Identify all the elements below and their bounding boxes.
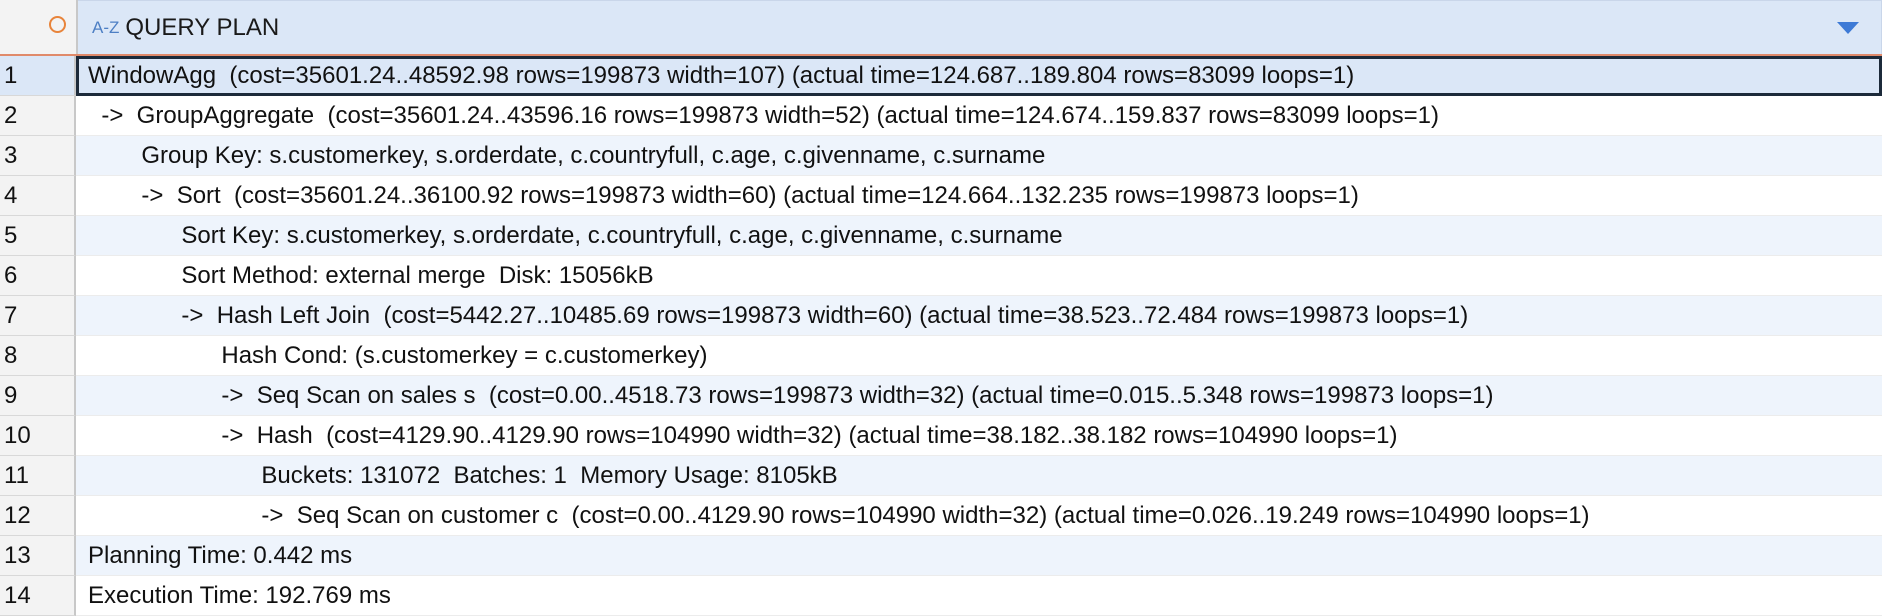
row-number[interactable]: 11	[0, 456, 76, 496]
row-number[interactable]: 6	[0, 256, 76, 296]
row-number[interactable]: 1	[0, 56, 76, 96]
table-cell[interactable]: -> GroupAggregate (cost=35601.24..43596.…	[76, 96, 1882, 136]
table-cell[interactable]: Group Key: s.customerkey, s.orderdate, c…	[76, 136, 1882, 176]
row-number[interactable]: 13	[0, 536, 76, 576]
table-row[interactable]: 9 -> Seq Scan on sales s (cost=0.00..451…	[0, 376, 1882, 416]
table-row[interactable]: 7 -> Hash Left Join (cost=5442.27..10485…	[0, 296, 1882, 336]
table-cell[interactable]: Sort Method: external merge Disk: 15056k…	[76, 256, 1882, 296]
row-number[interactable]: 14	[0, 576, 76, 616]
row-number[interactable]: 3	[0, 136, 76, 176]
table-cell[interactable]: Sort Key: s.customerkey, s.orderdate, c.…	[76, 216, 1882, 256]
table-cell[interactable]: Hash Cond: (s.customerkey = c.customerke…	[76, 336, 1882, 376]
grid-header: A-Z QUERY PLAN	[0, 0, 1882, 56]
row-number[interactable]: 8	[0, 336, 76, 376]
row-number[interactable]: 5	[0, 216, 76, 256]
table-cell[interactable]: Execution Time: 192.769 ms	[76, 576, 1882, 616]
row-number[interactable]: 2	[0, 96, 76, 136]
column-header-query-plan[interactable]: A-Z QUERY PLAN	[78, 0, 1882, 54]
table-row[interactable]: 10 -> Hash (cost=4129.90..4129.90 rows=1…	[0, 416, 1882, 456]
table-cell[interactable]: Buckets: 131072 Batches: 1 Memory Usage:…	[76, 456, 1882, 496]
row-number[interactable]: 9	[0, 376, 76, 416]
table-cell[interactable]: -> Hash Left Join (cost=5442.27..10485.6…	[76, 296, 1882, 336]
table-cell[interactable]: -> Seq Scan on sales s (cost=0.00..4518.…	[76, 376, 1882, 416]
circle-icon[interactable]	[49, 16, 66, 33]
row-number[interactable]: 4	[0, 176, 76, 216]
table-cell[interactable]: -> Hash (cost=4129.90..4129.90 rows=1049…	[76, 416, 1882, 456]
row-number[interactable]: 7	[0, 296, 76, 336]
sort-az-icon: A-Z	[92, 17, 120, 37]
table-row[interactable]: 6 Sort Method: external merge Disk: 1505…	[0, 256, 1882, 296]
table-row[interactable]: 4 -> Sort (cost=35601.24..36100.92 rows=…	[0, 176, 1882, 216]
table-row[interactable]: 14 Execution Time: 192.769 ms	[0, 576, 1882, 616]
table-cell[interactable]: Planning Time: 0.442 ms	[76, 536, 1882, 576]
table-row[interactable]: 11 Buckets: 131072 Batches: 1 Memory Usa…	[0, 456, 1882, 496]
row-number[interactable]: 10	[0, 416, 76, 456]
table-row[interactable]: 1 WindowAgg (cost=35601.24..48592.98 row…	[0, 56, 1882, 96]
table-row[interactable]: 12 -> Seq Scan on customer c (cost=0.00.…	[0, 496, 1882, 536]
table-row[interactable]: 13 Planning Time: 0.442 ms	[0, 536, 1882, 576]
table-cell[interactable]: -> Sort (cost=35601.24..36100.92 rows=19…	[76, 176, 1882, 216]
table-row[interactable]: 5 Sort Key: s.customerkey, s.orderdate, …	[0, 216, 1882, 256]
table-row[interactable]: 2 -> GroupAggregate (cost=35601.24..4359…	[0, 96, 1882, 136]
column-title: QUERY PLAN	[125, 13, 280, 41]
table-cell[interactable]: WindowAgg (cost=35601.24..48592.98 rows=…	[76, 56, 1882, 96]
dropdown-arrow-icon[interactable]	[1837, 22, 1859, 34]
table-cell[interactable]: -> Seq Scan on customer c (cost=0.00..41…	[76, 496, 1882, 536]
table-row[interactable]: 8 Hash Cond: (s.customerkey = c.customer…	[0, 336, 1882, 376]
table-row[interactable]: 3 Group Key: s.customerkey, s.orderdate,…	[0, 136, 1882, 176]
row-number[interactable]: 12	[0, 496, 76, 536]
grid-corner[interactable]	[0, 0, 78, 54]
